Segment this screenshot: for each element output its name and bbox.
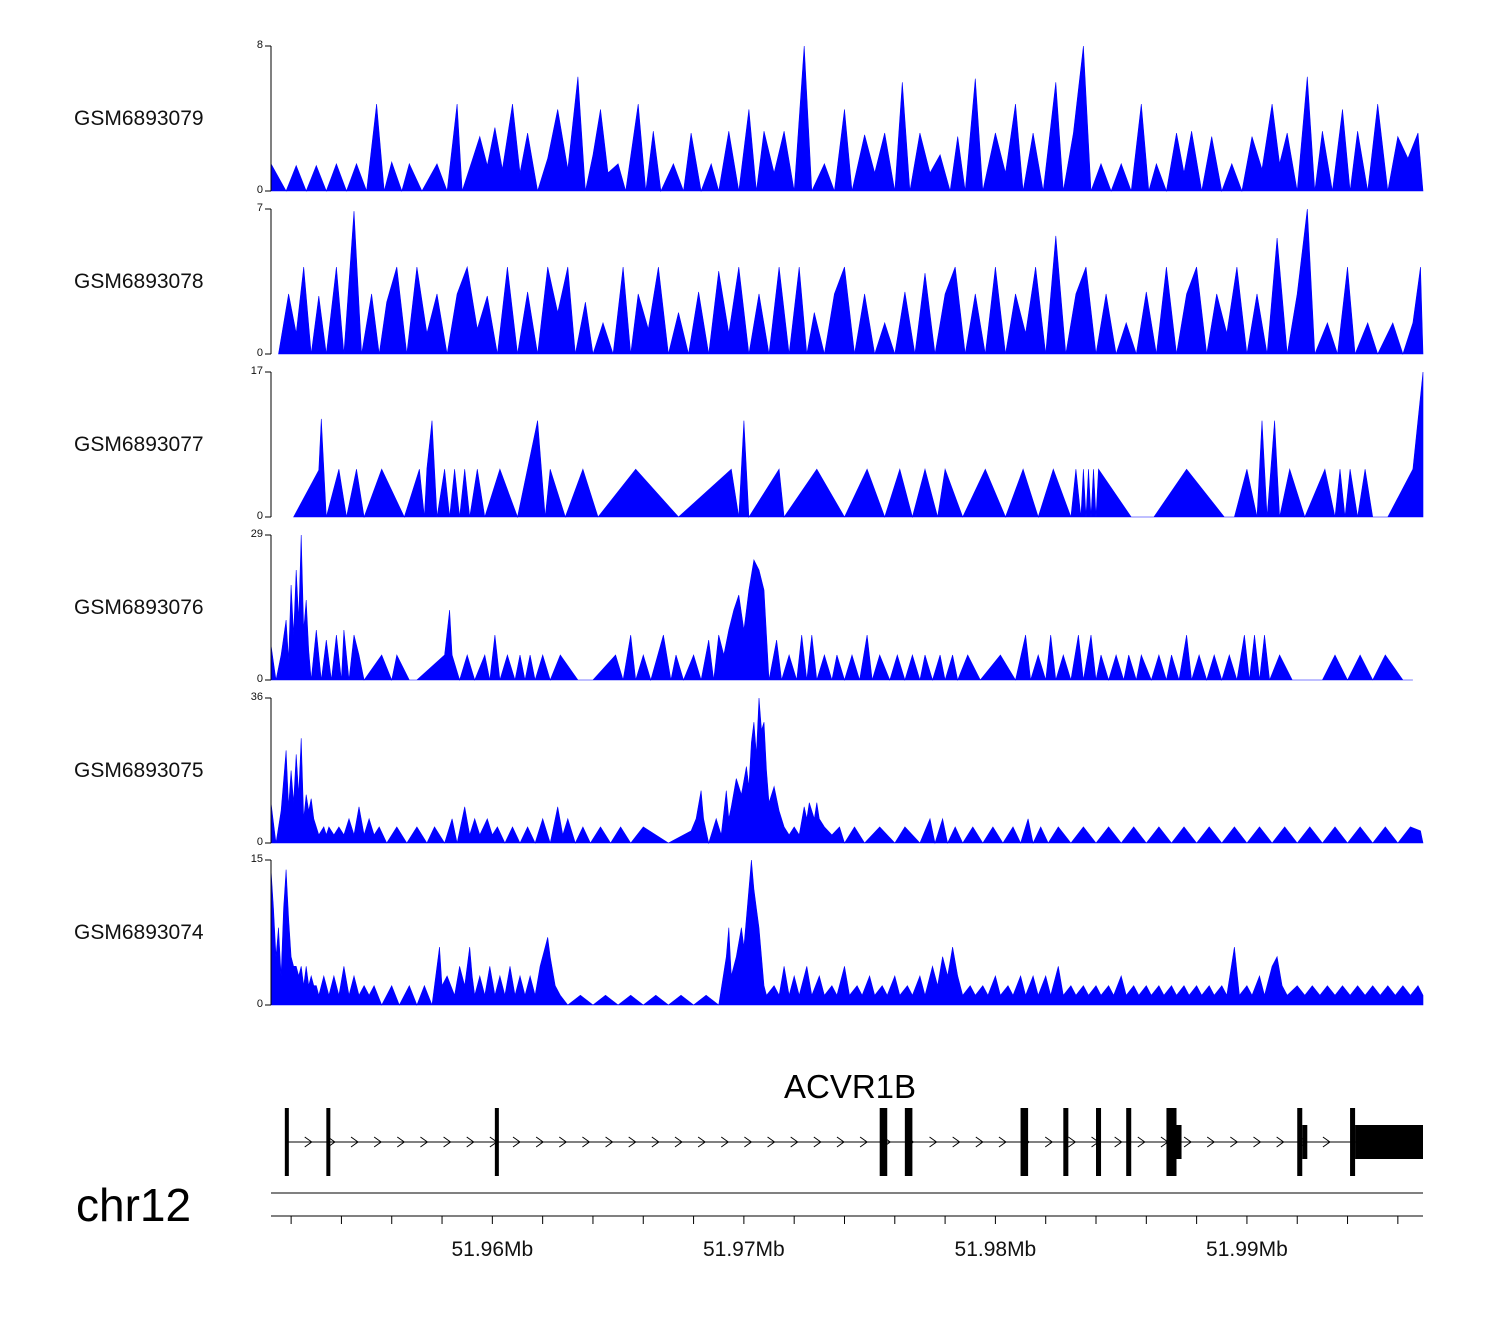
strand-arrow: [1322, 1136, 1331, 1148]
y-axis-min-label: 0: [256, 510, 263, 522]
y-axis-min-label: 0: [256, 836, 263, 848]
strand-arrow: [582, 1136, 591, 1148]
gene-exon: [1126, 1108, 1132, 1176]
genome-tick-label: 51.97Mb: [702, 1238, 785, 1261]
genome-tick-label: 51.98Mb: [954, 1238, 1037, 1261]
strand-arrow: [1183, 1136, 1192, 1148]
strand-arrow: [1206, 1136, 1216, 1148]
y-axis-max-label: 17: [250, 365, 263, 377]
gene-exon: [904, 1108, 913, 1176]
y-axis-max-label: 29: [250, 528, 263, 540]
y-axis-min-label: 0: [256, 184, 263, 196]
gene-exon: [284, 1108, 289, 1176]
y-axis-min-label: 0: [256, 673, 263, 685]
y-axis-max-label: 8: [256, 39, 263, 51]
strand-arrow: [975, 1136, 984, 1148]
strand-arrow: [767, 1136, 776, 1148]
gene-exon: [494, 1108, 499, 1176]
track-label: GSM6893076: [74, 595, 204, 619]
strand-arrow: [304, 1136, 313, 1148]
strand-arrow: [1137, 1136, 1146, 1148]
strand-arrow: [512, 1136, 521, 1148]
coverage-area-GSM6893079: [270, 45, 1424, 193]
track-label: GSM6893079: [74, 106, 204, 130]
strand-arrow: [535, 1136, 544, 1148]
gene-exon: [1350, 1108, 1356, 1176]
strand-arrow: [790, 1136, 799, 1148]
y-axis-min-label: 0: [256, 347, 263, 359]
gene-exon: [1176, 1125, 1182, 1159]
strand-arrow: [859, 1136, 868, 1148]
strand-arrow: [674, 1136, 683, 1148]
y-axis-min-label: 0: [256, 998, 263, 1010]
strand-arrow: [744, 1136, 753, 1148]
strand-arrow: [466, 1136, 475, 1148]
strand-arrow: [1253, 1136, 1262, 1148]
strand-arrow: [350, 1136, 359, 1148]
strand-arrow: [420, 1136, 429, 1148]
gene-exon: [1302, 1125, 1308, 1159]
strand-arrow: [651, 1136, 660, 1148]
gene-exon: [1297, 1108, 1303, 1176]
strand-arrow: [1068, 1136, 1077, 1148]
strand-arrow: [443, 1136, 452, 1148]
strand-arrow: [605, 1136, 614, 1148]
strand-arrow: [998, 1136, 1007, 1148]
coverage-area-GSM6893075: [270, 697, 1424, 845]
genome-tick-label: 51.99Mb: [1206, 1238, 1288, 1261]
strand-arrow: [1114, 1136, 1123, 1148]
strand-arrow: [929, 1136, 938, 1148]
track-label: GSM6893077: [74, 432, 204, 456]
track-label: GSM6893078: [74, 269, 204, 293]
chromosome-label: chr12: [76, 1179, 192, 1231]
gene-exon: [1355, 1125, 1423, 1159]
strand-arrow: [628, 1136, 637, 1148]
gene-exon: [326, 1108, 331, 1176]
gene-exon: [1020, 1108, 1029, 1176]
strand-arrow: [1230, 1136, 1239, 1148]
genome-tick-label: 51.96Mb: [451, 1238, 534, 1261]
strand-arrow: [397, 1136, 406, 1148]
y-axis-max-label: 7: [256, 202, 263, 214]
track-label: GSM6893075: [74, 758, 204, 782]
strand-arrow: [720, 1136, 730, 1148]
coverage-area-GSM6893078: [278, 208, 1424, 355]
strand-arrow: [1044, 1136, 1054, 1148]
coverage-area-GSM6893077: [293, 371, 1424, 519]
coverage-area-GSM6893076: [270, 534, 1413, 682]
y-axis-max-label: 36: [250, 691, 263, 703]
strand-arrow: [1276, 1136, 1285, 1148]
gene-exon: [1166, 1108, 1177, 1176]
coverage-area-GSM6893074: [270, 859, 1424, 1006]
strand-arrow: [558, 1136, 568, 1148]
strand-arrow: [952, 1136, 961, 1148]
strand-arrow: [813, 1136, 822, 1148]
gene-exon: [1096, 1108, 1102, 1176]
strand-arrow: [836, 1136, 845, 1148]
strand-arrow: [373, 1136, 383, 1148]
track-label: GSM6893074: [74, 920, 204, 944]
y-axis-max-label: 15: [250, 853, 263, 865]
gene-exon: [1063, 1108, 1069, 1176]
strand-arrow: [697, 1136, 706, 1148]
gene-exon: [879, 1108, 888, 1176]
gene-name: ACVR1B: [784, 1068, 917, 1105]
